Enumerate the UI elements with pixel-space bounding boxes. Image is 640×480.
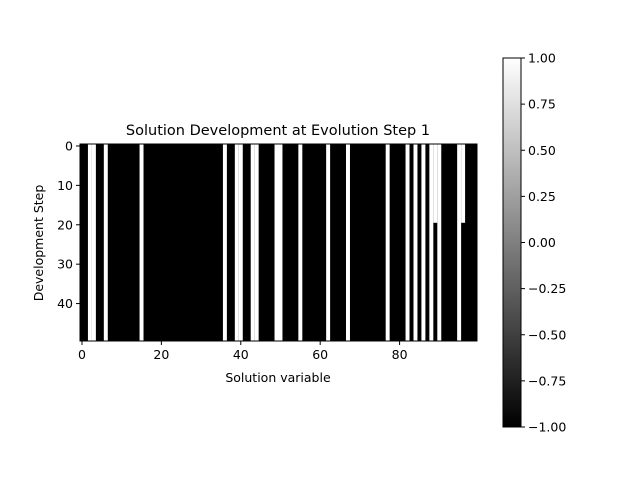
y-tick-label-0: 0 (65, 138, 73, 153)
heatmap-cell-column-82 (405, 144, 410, 341)
heatmap-cell-column-62 (326, 144, 331, 341)
chart-title: Solution Development at Evolution Step 1 (126, 123, 430, 139)
y-tick-label-30: 30 (57, 257, 73, 272)
heatmap-cell-column-3 (91, 144, 96, 341)
colorbar-tick-label-3: 0.25 (528, 189, 556, 204)
colorbar-tick-label-7: −0.75 (528, 373, 566, 388)
heatmap-area (80, 144, 477, 341)
heatmap-cell-column-90-partial (437, 144, 442, 341)
heatmap-cell-column-2 (87, 144, 92, 341)
heatmap-cell-column-77 (385, 144, 390, 341)
x-tick-label-80: 80 (392, 347, 408, 362)
colorbar-tick-label-8: −1.00 (528, 420, 566, 435)
colorbar-tick-label-1: 0.75 (528, 97, 556, 112)
heatmap-cell-column-39 (234, 144, 239, 341)
colorbar-tick-label-6: −0.50 (528, 327, 566, 342)
heatmap-cell-column-36 (222, 144, 227, 341)
heatmap-cell-column-95 (457, 144, 462, 341)
heatmap-cell-column-6 (103, 144, 108, 341)
y-tick-label-20: 20 (57, 217, 73, 232)
heatmap-cell-column-89-partial (433, 144, 438, 223)
heatmap-cell-column-49 (274, 144, 279, 341)
y-axis: 0 10 20 30 40 (57, 138, 80, 311)
x-tick-label-60: 60 (312, 347, 328, 362)
x-axis-label: Solution variable (225, 370, 331, 385)
heatmap-cell-column-96-partial (461, 144, 466, 223)
colorbar-axis: 1.00 0.75 0.50 0.25 0.00 −0.25 −0.50 −0.75 −1.00 (521, 51, 566, 435)
colorbar-tick-label-4: 0.00 (528, 235, 556, 250)
colorbar-tick-label-2: 0.50 (528, 143, 556, 158)
colorbar-tick-label-0: 1.00 (528, 51, 556, 66)
heatmap-cell-column-86 (421, 144, 426, 341)
heatmap-cell-column-50 (278, 144, 283, 341)
heatmap-cell-column-67 (345, 144, 350, 341)
heatmap-cell-column-55 (298, 144, 303, 341)
heatmap-cell-column-15 (139, 144, 144, 341)
colorbar-tick-label-5: −0.25 (528, 281, 566, 296)
x-tick-label-0: 0 (78, 347, 86, 362)
y-tick-label-10: 10 (57, 178, 73, 193)
heatmap-cell-column-44 (254, 144, 259, 341)
heatmap-cell-column-88 (429, 144, 434, 341)
heatmap-cell-column-43 (250, 144, 255, 341)
x-tick-label-40: 40 (233, 347, 249, 362)
heatmap-cell-column-40 (238, 144, 243, 341)
x-tick-label-20: 20 (153, 347, 169, 362)
y-axis-label: Development Step (31, 185, 46, 302)
colorbar (502, 57, 522, 428)
y-tick-label-40: 40 (57, 296, 73, 311)
heatmap-cell-column-84 (413, 144, 418, 341)
plot-frame (79, 143, 478, 342)
x-axis: 0 20 40 60 80 (78, 341, 408, 362)
